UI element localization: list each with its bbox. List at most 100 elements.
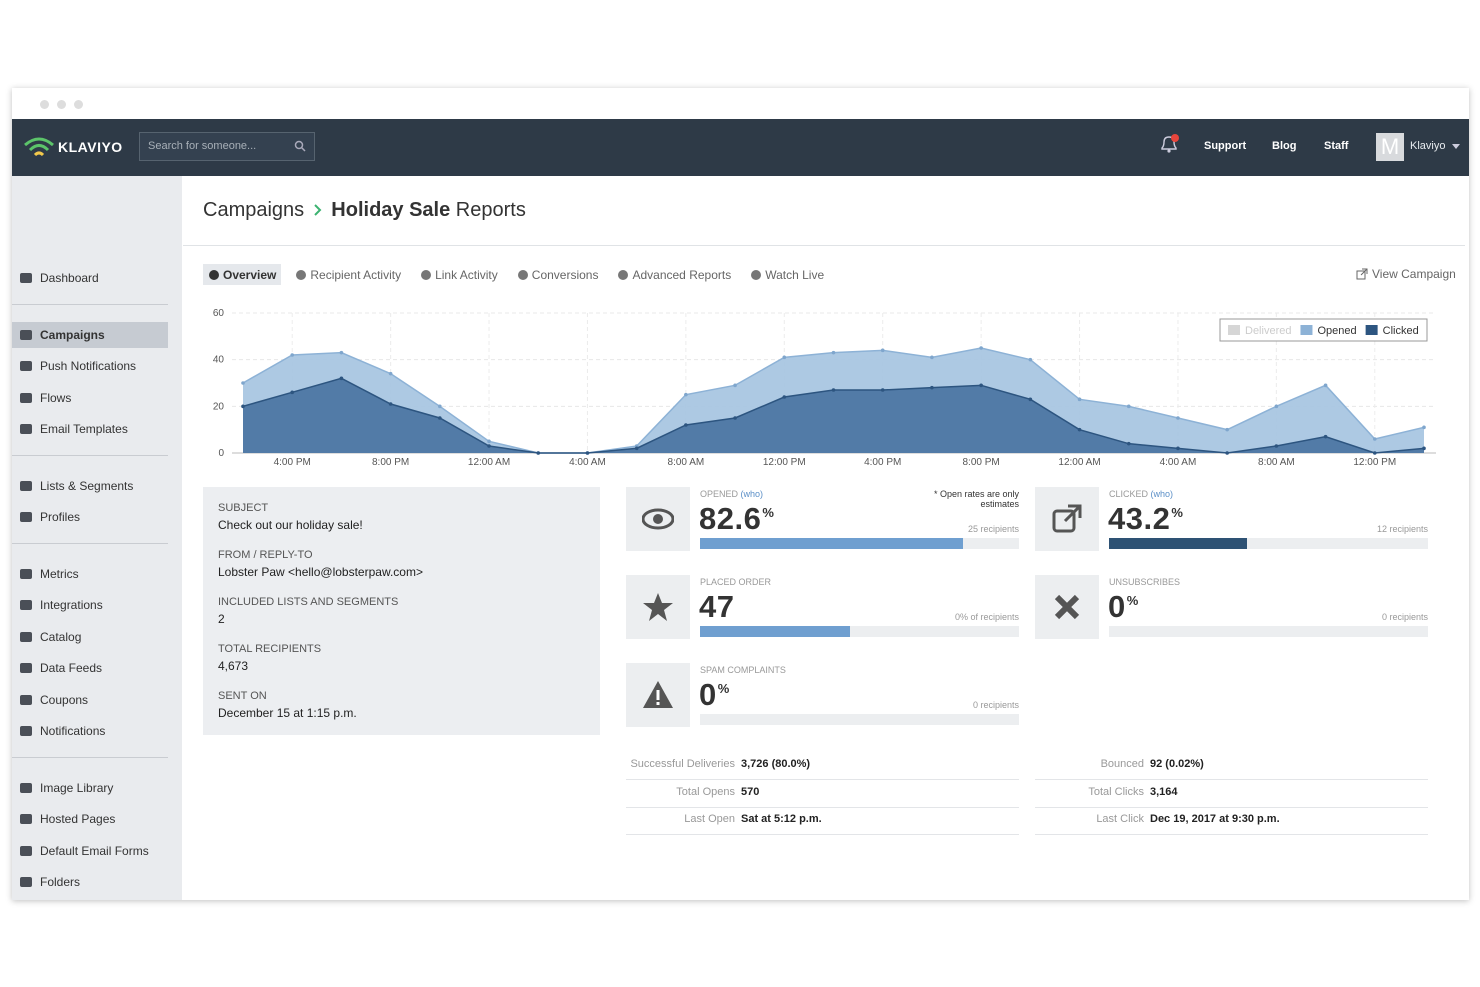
x-tick-label: 12:00 PM (763, 457, 806, 468)
point (1274, 404, 1279, 409)
sidebar-item[interactable]: Dashboard (12, 265, 168, 291)
tab[interactable]: Recipient Activity (290, 264, 406, 285)
stat-recipients: 25 recipients (967, 524, 1019, 534)
nav-link[interactable]: Support (1204, 140, 1247, 152)
tab[interactable]: Advanced Reports (612, 264, 736, 285)
point (487, 439, 491, 444)
point (585, 451, 590, 455)
sidebar-item[interactable]: Profiles (12, 504, 168, 530)
summary-row: Last Click Dec 19, 2017 at 9:30 p.m. (1035, 807, 1428, 835)
sidebar-item[interactable]: Notifications (12, 718, 168, 744)
tab-label: Recipient Activity (310, 267, 402, 282)
sidebar-item[interactable]: Flows (12, 385, 168, 411)
stat-value: 0% (1108, 589, 1139, 625)
stat-recipients: 0% of recipients (954, 612, 1019, 622)
search-placeholder: Search for someone... (148, 140, 257, 152)
stat-label-text: OPENED (700, 489, 739, 499)
icon (1052, 504, 1082, 533)
separator (12, 756, 168, 758)
window-dot (40, 100, 49, 109)
who-link[interactable]: (who) (1150, 489, 1174, 499)
summary-value: Dec 19, 2017 at 9:30 p.m. (1150, 813, 1280, 825)
sidebar-item[interactable]: Catalog (12, 624, 168, 650)
nav-link[interactable]: Blog (1272, 140, 1297, 152)
point (388, 371, 393, 376)
area (243, 378, 1424, 453)
sidebar-label: Default Email Forms (40, 843, 149, 858)
point (1077, 397, 1082, 402)
sidebar-item[interactable]: Email Templates (12, 416, 168, 442)
sidebar-item[interactable]: Default Email Forms (12, 838, 168, 864)
stat-label-text: CLICKED (1109, 489, 1149, 499)
sidebar-item[interactable]: Hosted Pages (12, 806, 168, 832)
detail-label: SENT ON (218, 690, 267, 702)
search-box[interactable]: Search for someone... (139, 132, 315, 161)
sidebar-label: Integrations (40, 598, 103, 612)
detail-value: 2 (218, 612, 225, 626)
point (733, 416, 737, 420)
sidebar: Dashboard Campaigns Push Notifications Flow… (12, 176, 182, 900)
sidebar-item[interactable]: Push Notifications (12, 353, 168, 379)
sidebar-label: Flows (40, 390, 72, 405)
avatar[interactable]: M (1376, 133, 1404, 161)
window-dot (57, 100, 66, 109)
who-link[interactable]: (who) (740, 489, 764, 499)
caret (1452, 144, 1460, 149)
point (634, 446, 639, 451)
point (782, 395, 787, 399)
point (1323, 383, 1328, 388)
separator (12, 542, 168, 544)
stat-number: 82.6 (699, 501, 762, 536)
tab[interactable]: Overview (203, 264, 282, 285)
sidebar-item[interactable]: Integrations (12, 592, 168, 618)
point (388, 402, 393, 406)
summary-label: Last Click (1096, 813, 1144, 825)
icon (20, 361, 32, 371)
x-tick-label: 12:00 PM (1353, 457, 1396, 468)
stat-recipients: 0 recipients (1381, 612, 1428, 622)
tab[interactable]: Link Activity (415, 264, 503, 285)
legend-swatch (1365, 325, 1378, 335)
point (1372, 437, 1377, 441)
tab[interactable]: Watch Live (745, 264, 829, 285)
nav-link[interactable]: Staff (1324, 140, 1349, 152)
detail-label: TOTAL RECIPIENTS (218, 643, 322, 655)
sidebar-item[interactable]: Coupons (12, 687, 168, 713)
stat-card: OPENED (who) 82.6% 25 recipients * Open rat… (626, 487, 1019, 551)
stat-card: SPAM COMPLAINTS 0% 0 recipients (626, 663, 1019, 727)
bell-icon[interactable] (1158, 133, 1180, 155)
x-tick-label: 12:00 AM (468, 457, 510, 468)
sidebar-item[interactable]: Lists & Segments (12, 473, 168, 499)
point (438, 416, 442, 420)
x-tick-label: 8:00 AM (668, 457, 705, 468)
tab[interactable]: Conversions (512, 264, 604, 285)
progress-track (700, 714, 1019, 725)
summary-value: 3,726 (80.0%) (741, 758, 811, 770)
point (1077, 427, 1082, 432)
view-campaign[interactable]: View Campaign (1356, 267, 1456, 281)
sidebar-item[interactable]: Campaigns (12, 321, 168, 348)
sidebar-label: Dashboard (40, 271, 99, 285)
sidebar-item[interactable]: Data Feeds (12, 655, 168, 681)
detail-label: SUBJECT (218, 502, 269, 514)
user-name[interactable]: Klaviyo (1410, 140, 1446, 152)
stat-label: SPAM COMPLAINTS (700, 665, 786, 675)
sidebar-label: Campaigns (40, 327, 105, 342)
sidebar-item[interactable]: Metrics (12, 561, 168, 587)
point (536, 451, 541, 455)
detail-value: Check out our holiday sale! (218, 518, 363, 532)
summary-label: Bounced (1100, 758, 1144, 770)
legend-swatch (1300, 325, 1313, 335)
sidebar-label: Metrics (40, 566, 79, 581)
point (831, 350, 836, 355)
detail-label: FROM / REPLY-TO (218, 549, 313, 561)
point (880, 348, 885, 353)
sidebar-item[interactable]: Image Library (12, 775, 168, 801)
sidebar-item[interactable]: Folders (12, 869, 168, 895)
summary-value: 570 (741, 785, 760, 798)
summary-row: Total Clicks 3,164 (1035, 780, 1428, 808)
icon (20, 392, 32, 403)
sidebar-label: Catalog (40, 629, 82, 644)
y-tick-label: 60 (213, 308, 225, 319)
breadcrumb-parent[interactable]: Campaigns (203, 199, 305, 221)
